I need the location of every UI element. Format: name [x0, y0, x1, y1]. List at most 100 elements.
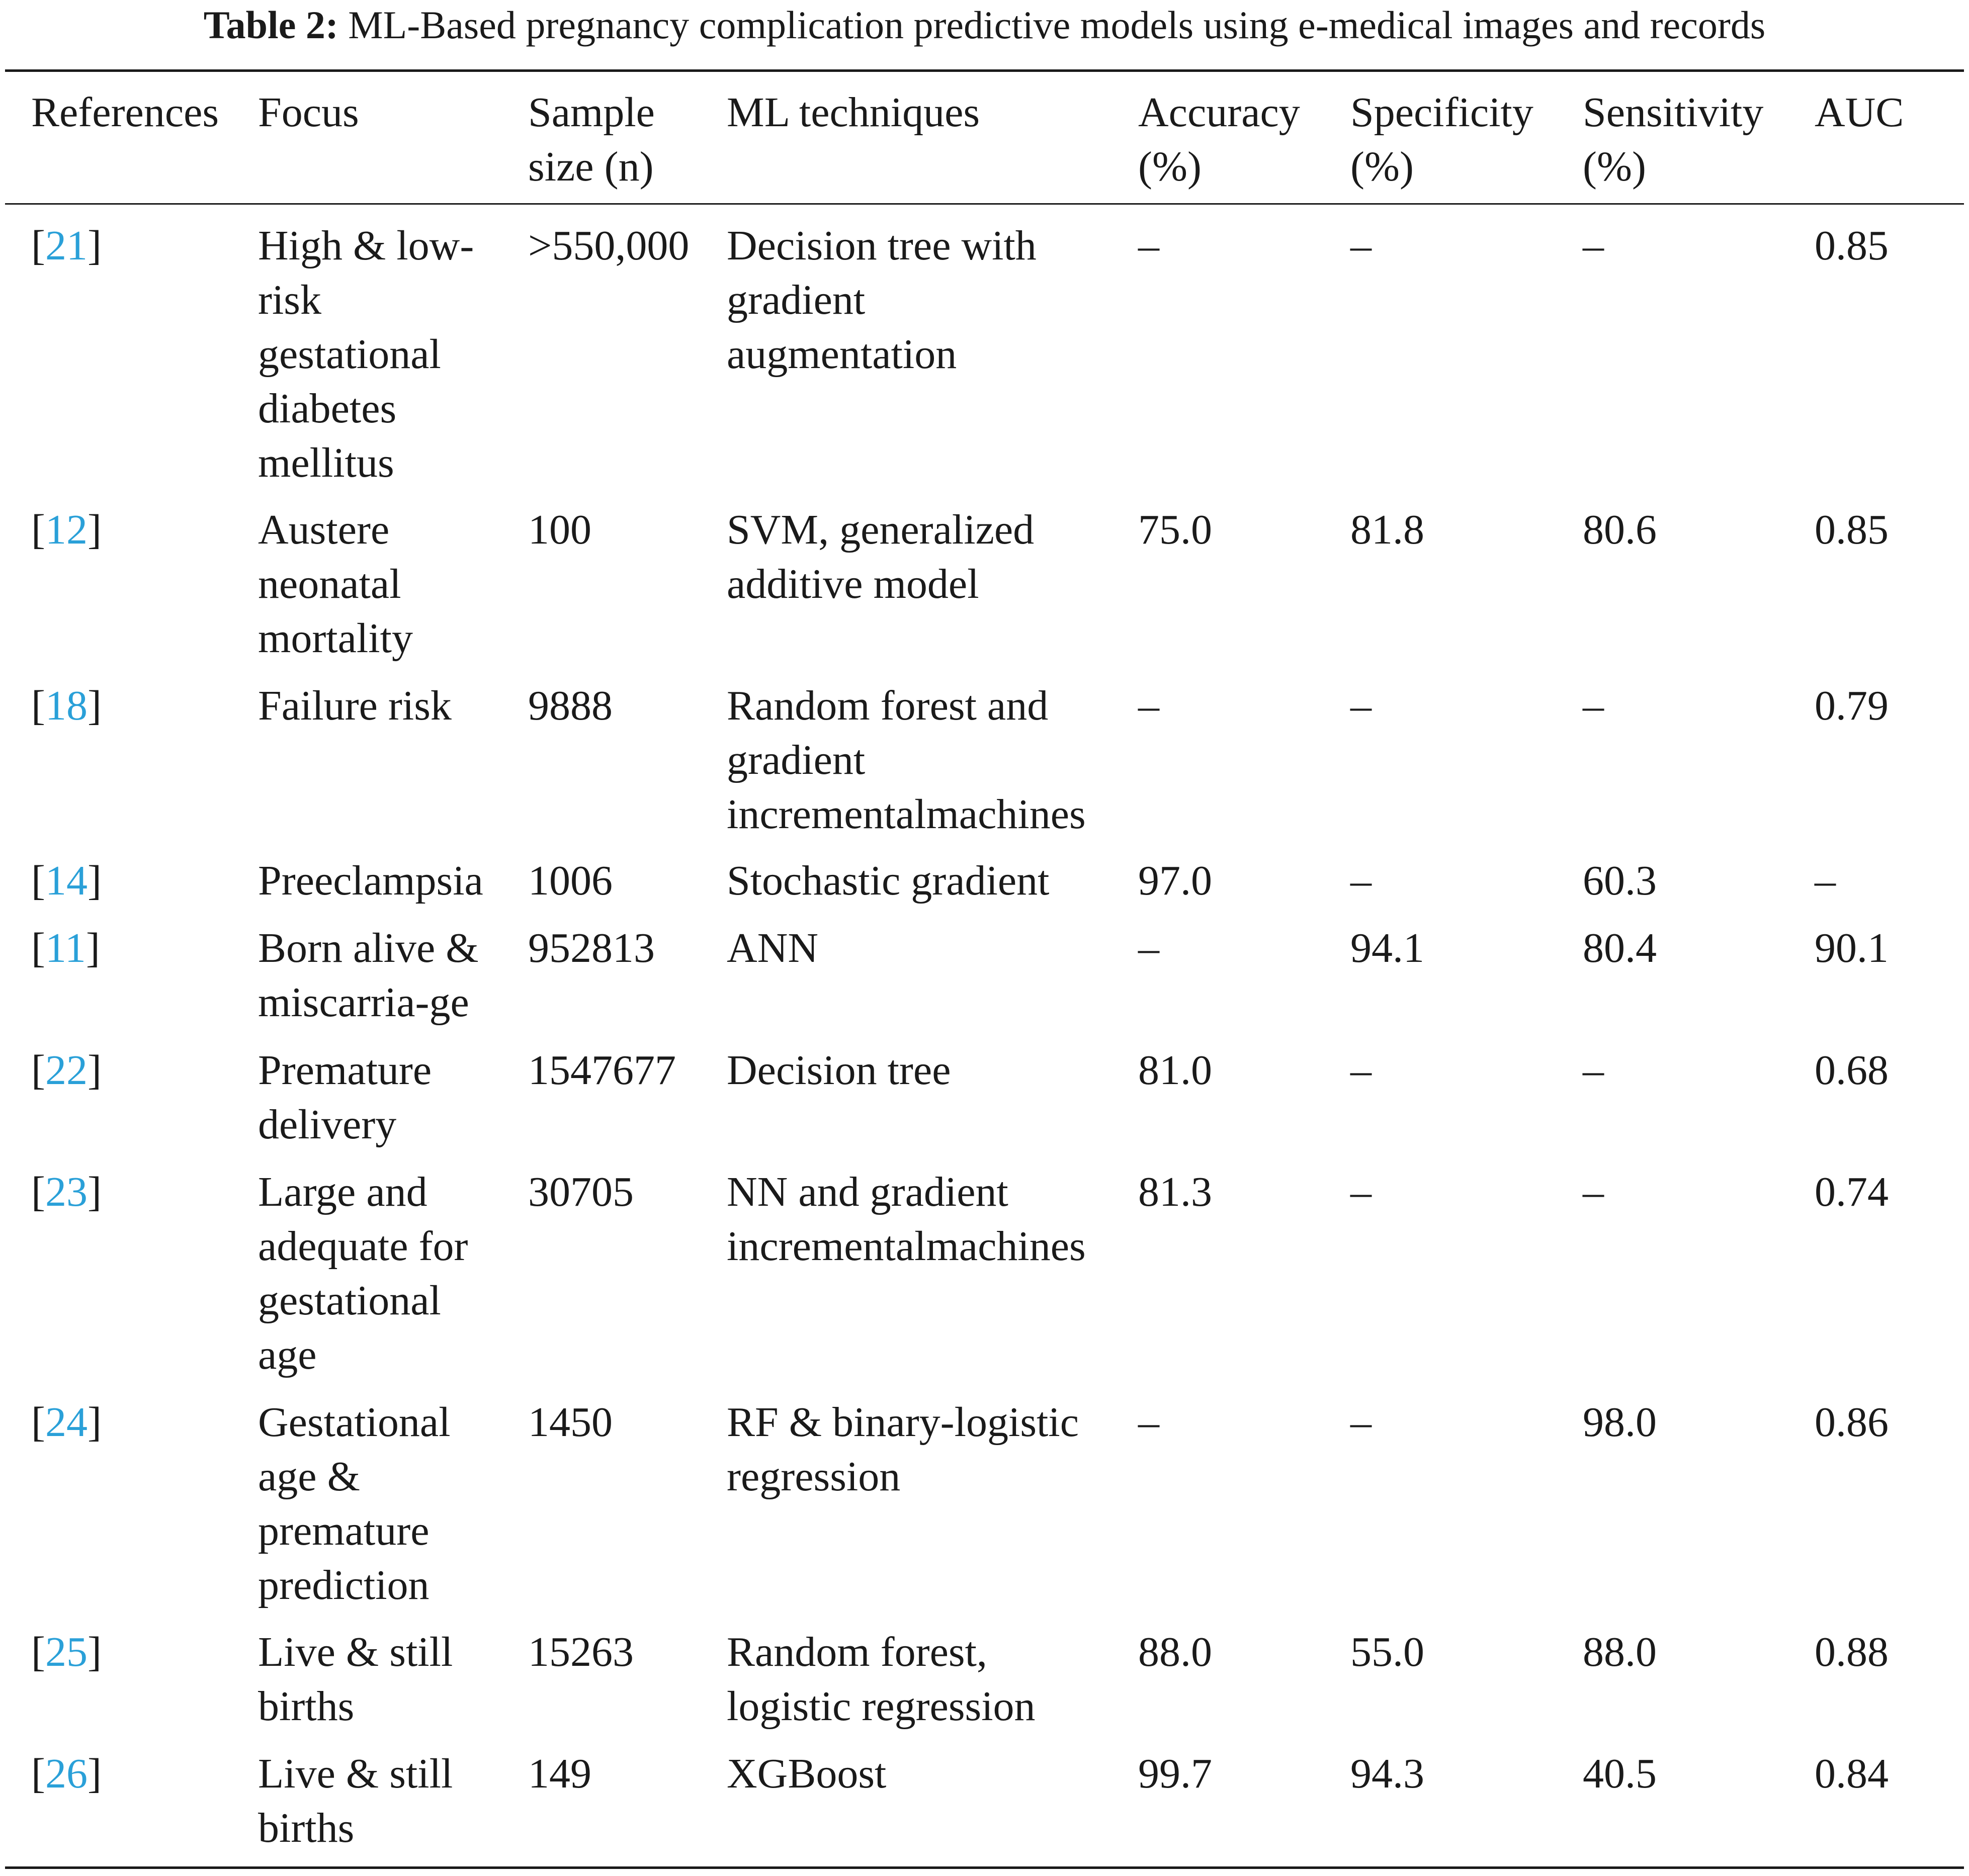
reference-link[interactable]: 23 — [45, 1169, 88, 1215]
reference-bracket: [ — [31, 1399, 45, 1446]
specificity-cell: – — [1350, 1169, 1372, 1215]
reference-link[interactable]: 18 — [45, 682, 88, 729]
reference-bracket: [ — [31, 1169, 45, 1215]
specificity-cell: – — [1350, 857, 1372, 904]
focus-cell: Austere neonatal mortality — [258, 506, 413, 662]
reference-bracket: ] — [87, 1047, 102, 1094]
reference-cell: [12] — [31, 503, 102, 557]
reference-link[interactable]: 22 — [45, 1047, 88, 1094]
sensitivity-cell: – — [1583, 222, 1604, 269]
reference-bracket: ] — [87, 222, 102, 269]
sample-size-cell: 9888 — [528, 682, 613, 729]
ml-technique-cell: NN and gradient incrementalmachines — [727, 1169, 1086, 1270]
auc-cell: 0.88 — [1815, 1629, 1889, 1675]
focus-cell: Large and adequate for gestational age — [258, 1169, 468, 1378]
bottom-rule — [5, 1866, 1964, 1869]
reference-cell: [24] — [31, 1395, 102, 1450]
sensitivity-cell: – — [1583, 682, 1604, 729]
ml-technique-cell: Stochastic gradient — [727, 857, 1050, 904]
focus-cell: Premature delivery — [258, 1047, 432, 1148]
specificity-cell: – — [1350, 222, 1372, 269]
sensitivity-cell: 40.5 — [1583, 1750, 1657, 1797]
reference-cell: [23] — [31, 1165, 102, 1219]
sample-size-cell: 1450 — [528, 1399, 613, 1446]
auc-cell: 0.79 — [1815, 682, 1889, 729]
header-focus: Focus — [258, 89, 359, 136]
ml-technique-cell: Decision tree — [727, 1047, 951, 1094]
sample-size-cell: 30705 — [528, 1169, 634, 1215]
ml-technique-cell: Random forest and gradient incrementalma… — [727, 682, 1086, 838]
sensitivity-cell: 80.4 — [1583, 925, 1657, 971]
accuracy-cell: 81.3 — [1138, 1169, 1212, 1215]
reference-cell: [14] — [31, 854, 102, 908]
reference-cell: [21] — [31, 219, 102, 273]
reference-bracket: [ — [31, 1047, 45, 1094]
specificity-cell: 94.3 — [1350, 1750, 1424, 1797]
focus-cell: Gestational age & premature prediction — [258, 1399, 451, 1609]
focus-cell: High & low- risk gestational diabetes me… — [258, 222, 474, 486]
specificity-cell: – — [1350, 1399, 1372, 1446]
reference-link[interactable]: 11 — [45, 925, 86, 971]
header-rule — [5, 203, 1964, 205]
reference-link[interactable]: 24 — [45, 1399, 88, 1446]
focus-cell: Live & still births — [258, 1629, 453, 1730]
reference-link[interactable]: 25 — [45, 1629, 88, 1675]
reference-bracket: [ — [31, 1750, 45, 1797]
auc-cell: 0.74 — [1815, 1169, 1889, 1215]
ml-technique-cell: Random forest, logistic regression — [727, 1629, 1036, 1730]
sensitivity-cell: – — [1583, 1169, 1604, 1215]
reference-cell: [26] — [31, 1747, 102, 1801]
focus-cell: Failure risk — [258, 682, 452, 729]
sensitivity-cell: – — [1583, 1047, 1604, 1094]
header-sensitivity: Sensitivity (%) — [1583, 89, 1764, 190]
reference-bracket: [ — [31, 1629, 45, 1675]
accuracy-cell: 97.0 — [1138, 857, 1212, 904]
reference-bracket: ] — [87, 1750, 102, 1797]
specificity-cell: 55.0 — [1350, 1629, 1424, 1675]
accuracy-cell: – — [1138, 925, 1159, 971]
caption-text: ML-Based pregnancy complication predicti… — [348, 3, 1766, 47]
header-ml-techniques: ML techniques — [727, 89, 980, 136]
ml-technique-cell: RF & binary-logistic regression — [727, 1399, 1079, 1500]
header-accuracy: Accuracy (%) — [1138, 89, 1300, 190]
focus-cell: Live & still births — [258, 1750, 453, 1851]
specificity-cell: – — [1350, 682, 1372, 729]
accuracy-cell: – — [1138, 682, 1159, 729]
reference-bracket: ] — [85, 925, 100, 971]
auc-cell: 90.1 — [1815, 925, 1889, 971]
specificity-cell: 81.8 — [1350, 506, 1424, 553]
accuracy-cell: 81.0 — [1138, 1047, 1212, 1094]
auc-cell: – — [1815, 857, 1836, 904]
reference-bracket: ] — [87, 682, 102, 729]
ml-technique-cell: ANN — [727, 925, 818, 971]
reference-link[interactable]: 21 — [45, 222, 88, 269]
sensitivity-cell: 88.0 — [1583, 1629, 1657, 1675]
sensitivity-cell: 80.6 — [1583, 506, 1657, 553]
accuracy-cell: 99.7 — [1138, 1750, 1212, 1797]
sample-size-cell: >550,000 — [528, 222, 690, 269]
ml-technique-cell: Decision tree with gradient augmentation — [727, 222, 1037, 378]
specificity-cell: – — [1350, 1047, 1372, 1094]
reference-link[interactable]: 12 — [45, 506, 88, 553]
header-references: References — [31, 89, 219, 136]
auc-cell: 0.86 — [1815, 1399, 1889, 1446]
sample-size-cell: 952813 — [528, 925, 655, 971]
reference-cell: [11] — [31, 921, 100, 975]
focus-cell: Born alive & miscarria-ge — [258, 925, 479, 1026]
reference-bracket: ] — [87, 1399, 102, 1446]
reference-cell: [22] — [31, 1043, 102, 1098]
header-specificity: Specificity (%) — [1350, 89, 1533, 190]
reference-bracket: [ — [31, 222, 45, 269]
accuracy-cell: – — [1138, 222, 1159, 269]
sample-size-cell: 149 — [528, 1750, 591, 1797]
caption-label: Table 2: — [203, 3, 338, 47]
auc-cell: 0.68 — [1815, 1047, 1889, 1094]
reference-link[interactable]: 26 — [45, 1750, 88, 1797]
reference-link[interactable]: 14 — [45, 857, 88, 904]
reference-bracket: ] — [87, 1629, 102, 1675]
auc-cell: 0.85 — [1815, 506, 1889, 553]
sample-size-cell: 1547677 — [528, 1047, 676, 1094]
auc-cell: 0.84 — [1815, 1750, 1889, 1797]
ml-technique-cell: SVM, generalized additive model — [727, 506, 1035, 607]
